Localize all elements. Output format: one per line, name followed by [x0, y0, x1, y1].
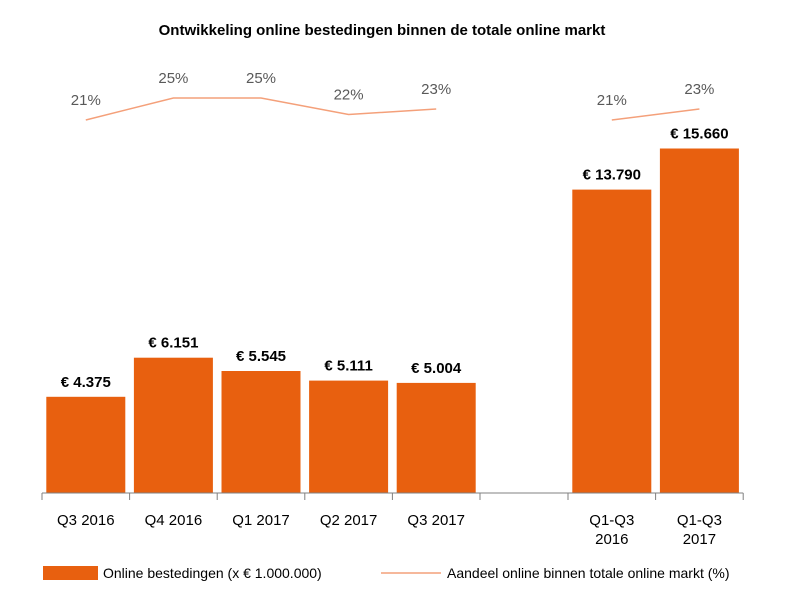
bar-6	[659, 148, 739, 493]
bar-3	[309, 380, 389, 493]
bar-4	[396, 382, 476, 493]
bar-value-label-1: € 6.151	[148, 335, 198, 352]
share-label-0: 21%	[71, 92, 101, 109]
x-tick-label-2: Q1 2017	[232, 512, 290, 529]
bars-group: € 4.375 € 6.151 € 5.545 € 5.111 € 5.004 € 13.…	[46, 126, 739, 494]
x-tick-label-3: Q2 2017	[320, 512, 378, 529]
x-tick-label-1: Q4 2016	[145, 512, 203, 529]
share-label-1: 25%	[158, 70, 188, 87]
bar-value-label-3: € 5.111	[324, 358, 372, 375]
legend: Online bestedingen (x € 1.000.000) Aande…	[43, 565, 730, 581]
x-tick-label-0: Q3 2016	[57, 512, 115, 529]
share-label-3: 22%	[334, 87, 364, 104]
share-label-2: 25%	[246, 70, 276, 87]
legend-bar-label: Online bestedingen (x € 1.000.000)	[103, 565, 322, 581]
share-line-segment-0	[85, 97, 437, 121]
x-tick-label-5: Q1-Q3 2016	[589, 512, 634, 548]
x-axis: Q3 2016 Q4 2016 Q1 2017 Q2 2017 Q3 2017 Q1-Q3…	[41, 492, 744, 548]
bar-2	[221, 371, 301, 493]
bar-1	[133, 357, 213, 493]
share-label-4: 23%	[421, 81, 451, 98]
bar-value-label-4: € 5.004	[411, 360, 462, 377]
bar-value-label-6: € 15.660	[670, 126, 728, 143]
bar-5	[572, 189, 652, 493]
bar-value-label-2: € 5.545	[236, 348, 286, 365]
chart-title: Ontwikkeling online bestedingen binnen d…	[159, 22, 606, 39]
legend-line-label: Aandeel online binnen totale online mark…	[447, 565, 730, 581]
x-tick-label-6: Q1-Q3 2017	[677, 512, 722, 548]
share-line-group: 21% 25% 25% 22% 23% 21% 23%	[71, 70, 714, 121]
share-label-6: 23%	[684, 81, 714, 98]
share-line-segment-1	[611, 108, 700, 121]
bar-value-label-5: € 13.790	[583, 167, 641, 184]
share-label-5: 21%	[597, 92, 627, 109]
bar-0	[46, 396, 126, 494]
legend-bar-swatch	[43, 566, 98, 580]
bar-value-label-0: € 4.375	[61, 374, 111, 391]
x-tick-label-4: Q3 2017	[407, 512, 465, 529]
